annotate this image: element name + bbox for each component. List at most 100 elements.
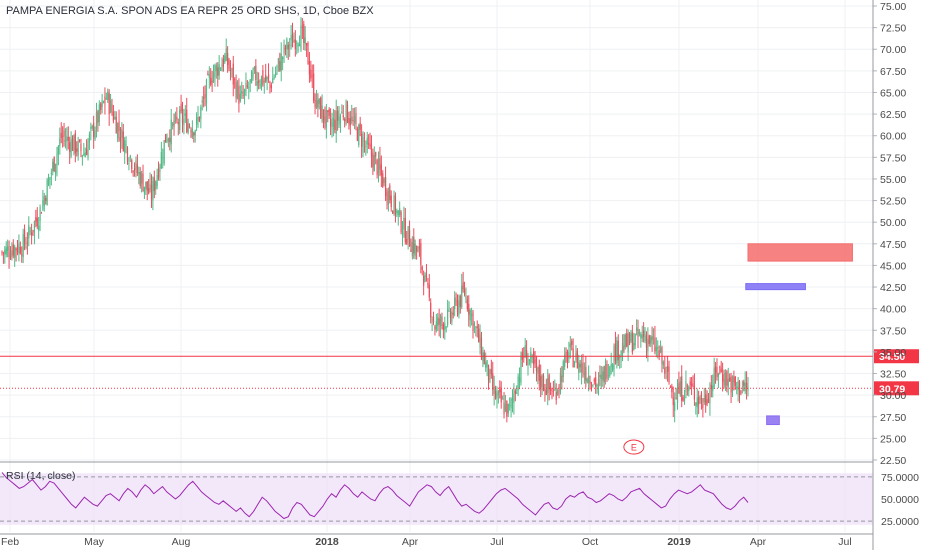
candle-body (377, 158, 380, 174)
y-tick-label: 42.50 (880, 282, 906, 294)
candle-body (12, 244, 14, 256)
candle-body (325, 109, 327, 128)
zone-red (747, 243, 853, 262)
candle-body (38, 225, 40, 231)
candle-body (667, 365, 669, 372)
candle-body (225, 48, 227, 61)
candle-body (548, 374, 550, 390)
candle-body (362, 137, 364, 153)
candle-body (35, 216, 37, 222)
candle-body (516, 392, 518, 394)
candle-body (166, 140, 168, 142)
candle-body (353, 116, 356, 123)
candle-body (231, 68, 233, 70)
candle-body (690, 383, 693, 386)
zone-purple (766, 415, 780, 426)
candle-body (478, 328, 480, 343)
candle-body (401, 232, 404, 235)
candle-body (602, 371, 604, 381)
candle-body (15, 248, 17, 251)
candle-body (286, 39, 288, 49)
candle-body (582, 362, 584, 373)
candle-body (447, 309, 449, 325)
candle-body (266, 77, 268, 80)
candle-body (540, 375, 542, 388)
candle-body (104, 96, 106, 104)
candle-body (242, 95, 244, 96)
candle-body (259, 83, 261, 86)
candle-body (731, 377, 734, 391)
candle-body (145, 181, 147, 189)
candle-body (459, 295, 461, 307)
candle-body (648, 335, 650, 344)
y-tick-label: 40.00 (880, 304, 906, 316)
candle-body (369, 143, 371, 147)
candle-body (379, 158, 381, 170)
candle-body (67, 136, 69, 141)
candle-body (141, 173, 143, 184)
candle-body (121, 129, 123, 138)
candle-body (589, 381, 591, 385)
candle-body (332, 118, 334, 127)
candle-body (273, 77, 275, 79)
candle-body (671, 385, 673, 393)
candle-body (109, 100, 112, 113)
candles-layer (1, 17, 749, 423)
candle-body (692, 382, 694, 387)
earnings-marker (623, 439, 645, 455)
candle-body (180, 104, 182, 112)
candle-body (572, 348, 574, 368)
candle-body (102, 101, 105, 103)
candle-body (430, 302, 432, 318)
y-tick-label: 22.50 (880, 455, 906, 467)
candle-body (619, 355, 621, 358)
candle-body (263, 80, 265, 82)
candle-body (169, 137, 171, 143)
candle-body (193, 132, 195, 136)
candle-body (390, 195, 392, 208)
candle-body (156, 174, 158, 187)
candle-body (554, 389, 556, 391)
candle-body (716, 367, 718, 378)
candle-body (617, 340, 619, 361)
candle-body (502, 398, 504, 400)
candle-body (630, 333, 632, 342)
candle-body (452, 312, 454, 315)
candle-body (561, 375, 563, 382)
candle-body (665, 366, 667, 368)
candle-body (351, 116, 353, 122)
candle-body (595, 377, 597, 387)
candle-body (172, 123, 174, 126)
candle-body (152, 181, 154, 201)
rsi-panel: 75.0000 50.0000 25.0000 RSI (14, close) (0, 470, 919, 528)
candle-body (604, 364, 607, 380)
candle-body (39, 207, 41, 222)
candle-body (705, 394, 707, 405)
candle-body (238, 86, 240, 104)
candle-body (251, 71, 253, 84)
candle-body (43, 196, 45, 206)
candle-body (190, 130, 192, 133)
candle-body (435, 321, 437, 330)
candle-body (689, 381, 691, 386)
candle-body (400, 211, 402, 233)
candle-body (427, 283, 429, 285)
candle-body (389, 185, 391, 201)
candle-body (301, 26, 303, 29)
candle-body (626, 333, 628, 347)
candle-body (204, 94, 206, 98)
candle-body (613, 346, 615, 370)
candle-body (455, 299, 457, 301)
candle-body (90, 127, 92, 129)
candle-body (2, 252, 5, 254)
candle-body (276, 65, 278, 68)
candle-body (454, 297, 456, 310)
zone-blue (745, 283, 806, 291)
candle-body (489, 369, 491, 383)
candle-body (702, 404, 704, 408)
candle-body (695, 402, 697, 406)
candle-body (133, 167, 136, 171)
candle-body (627, 332, 629, 353)
